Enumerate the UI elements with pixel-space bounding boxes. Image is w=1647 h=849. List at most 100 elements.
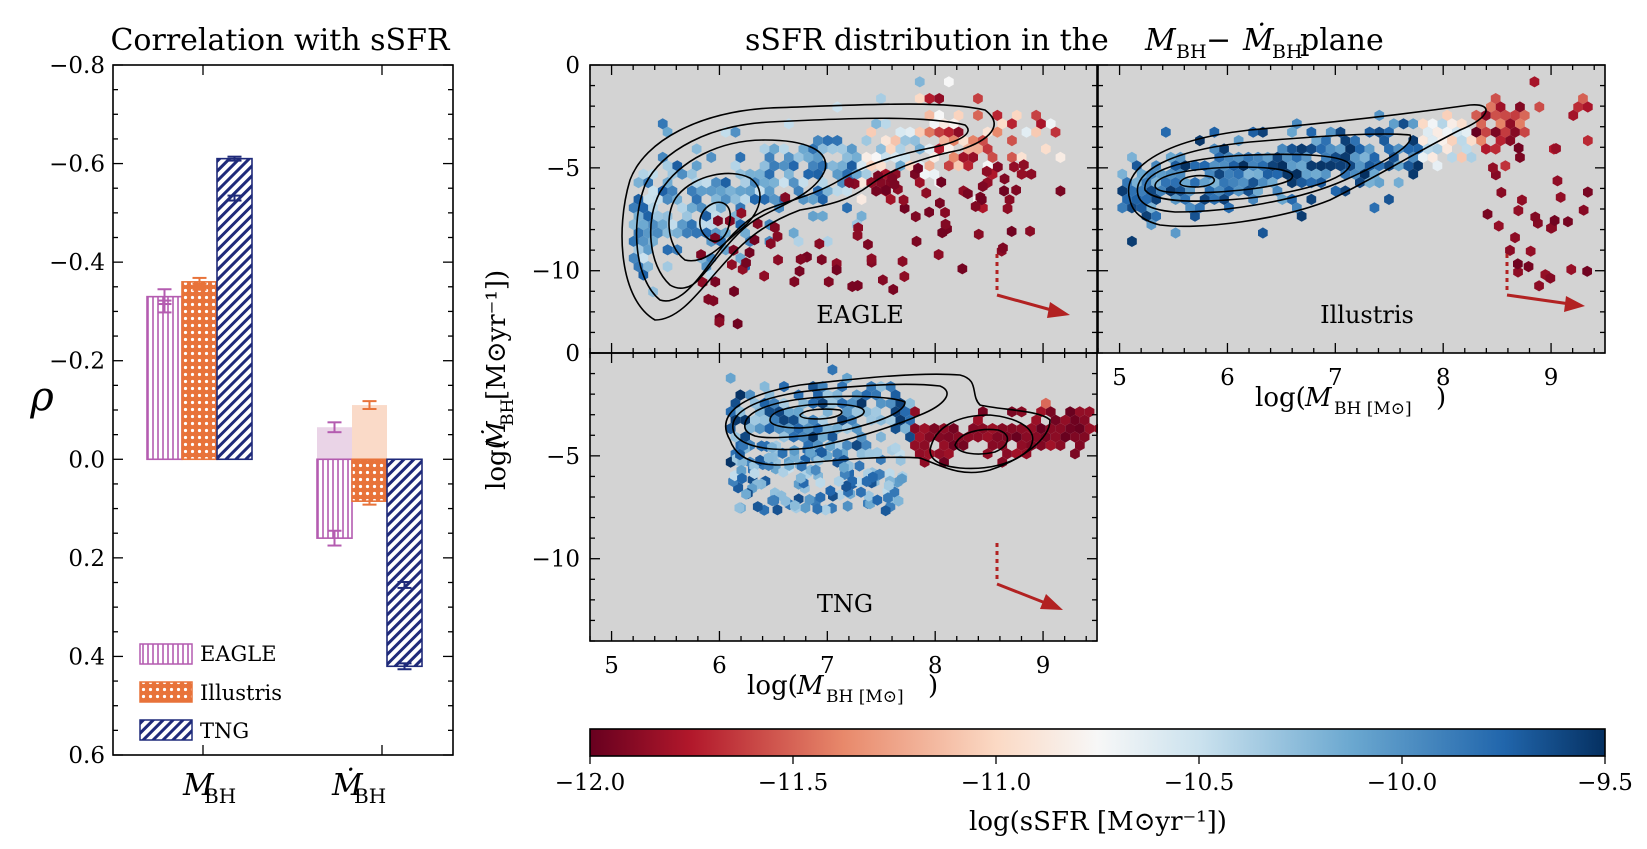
hexbin — [1007, 118, 1017, 130]
hex-x-tick-label: 8 — [1436, 365, 1451, 391]
xlabel-sub: BH [M⊙] — [826, 687, 904, 707]
hexbin — [1340, 168, 1351, 180]
hexbin — [1466, 135, 1477, 147]
hexbin — [1583, 101, 1593, 113]
hexbin — [793, 185, 804, 197]
hexbin — [940, 218, 951, 230]
hexbin — [1316, 177, 1326, 189]
hexbin — [759, 270, 769, 282]
hexbin — [1427, 151, 1438, 163]
hexbin — [944, 448, 954, 460]
hex-x-tick-label: 8 — [928, 653, 943, 679]
illustris-contours — [1127, 104, 1487, 228]
title-lead: sSFR distribution in the — [745, 23, 1109, 58]
category-sub: BH — [204, 784, 236, 808]
hexbin — [1060, 431, 1071, 443]
tng-contours — [725, 373, 1051, 474]
hexbin — [856, 448, 867, 460]
hexbin — [710, 276, 721, 288]
hexbin — [963, 188, 973, 200]
hexbin — [842, 372, 852, 384]
hex-y-label: log( Ṁ BH [M⊙yr⁻¹]) — [481, 270, 518, 490]
hexbin — [643, 261, 653, 273]
xlabel-m: M — [1304, 383, 1333, 413]
hexbin — [856, 193, 867, 205]
hexbin — [911, 235, 922, 247]
hexbin — [934, 126, 944, 138]
hexbin — [905, 431, 915, 443]
hexbin — [958, 151, 969, 163]
hexbin — [1165, 185, 1176, 197]
tng-arrow — [995, 543, 1063, 610]
hexbin — [643, 244, 653, 256]
hexbin — [1374, 160, 1385, 172]
hexbin — [638, 235, 649, 247]
legend-label-illustris: Illustris — [200, 681, 282, 705]
bar-eagle — [146, 295, 183, 461]
hexbin — [1461, 143, 1472, 155]
hexbin — [638, 168, 649, 180]
hexbin — [730, 431, 741, 443]
hexbin — [992, 431, 1003, 443]
bar-tng — [386, 458, 423, 668]
hexbin — [1041, 431, 1051, 443]
hexbin — [993, 161, 1003, 173]
hexbin — [881, 118, 891, 130]
illustris-contour-3 — [1144, 153, 1351, 202]
hexbin — [735, 151, 746, 163]
hexbin — [1427, 118, 1438, 130]
hexbin — [1355, 143, 1365, 155]
hexbin — [872, 447, 882, 459]
hexbin — [793, 151, 804, 163]
hexbin — [754, 423, 765, 435]
hexbin — [1258, 227, 1268, 239]
hexbin — [750, 193, 760, 205]
hexbin — [1578, 93, 1588, 105]
hexbin — [924, 93, 935, 105]
hexbin — [805, 447, 815, 459]
hexbin — [1050, 431, 1061, 443]
bar-marks — [146, 155, 423, 671]
eagle-contour-outer — [621, 103, 995, 321]
hexbin — [1233, 151, 1244, 163]
hexbin — [851, 389, 862, 401]
hexbin — [872, 494, 883, 506]
hexbin — [1523, 261, 1534, 273]
hexbin — [1413, 160, 1423, 172]
hexbin — [856, 397, 867, 409]
hexbin — [779, 414, 789, 426]
hexbin — [832, 448, 843, 460]
hexbin — [672, 193, 683, 205]
hexbin — [691, 193, 702, 205]
hexbin — [948, 135, 959, 147]
hexbin — [687, 185, 697, 197]
hexbin — [885, 143, 896, 155]
hexbin — [1007, 135, 1017, 147]
hexbin — [1500, 160, 1511, 172]
hexbin — [1549, 214, 1560, 227]
hexbin — [1084, 406, 1095, 418]
hexbin — [1026, 168, 1037, 180]
tng-contour-3 — [744, 395, 906, 439]
hexbin — [643, 193, 653, 205]
hexbin — [1079, 431, 1090, 443]
hexbin — [662, 193, 673, 205]
hexbin — [842, 151, 852, 163]
hexbin — [1505, 244, 1515, 256]
hexbin — [701, 227, 712, 239]
hexbin — [889, 178, 900, 190]
hexbin — [1243, 168, 1254, 180]
hexbin — [1432, 143, 1443, 155]
title-sub: BH — [1176, 41, 1207, 63]
hexbin — [745, 185, 755, 197]
hexbin — [1519, 126, 1530, 138]
hexbin — [1510, 232, 1520, 244]
hexbin — [1515, 101, 1525, 113]
hexbin — [1442, 143, 1452, 155]
hexbin — [929, 423, 940, 435]
hexbin — [1384, 193, 1394, 205]
hexbin — [1199, 193, 1210, 205]
hex-x-tick-label: 5 — [604, 653, 619, 679]
colorbar-tick-label: −11.0 — [961, 770, 1031, 796]
eagle-arrow — [995, 254, 1070, 318]
